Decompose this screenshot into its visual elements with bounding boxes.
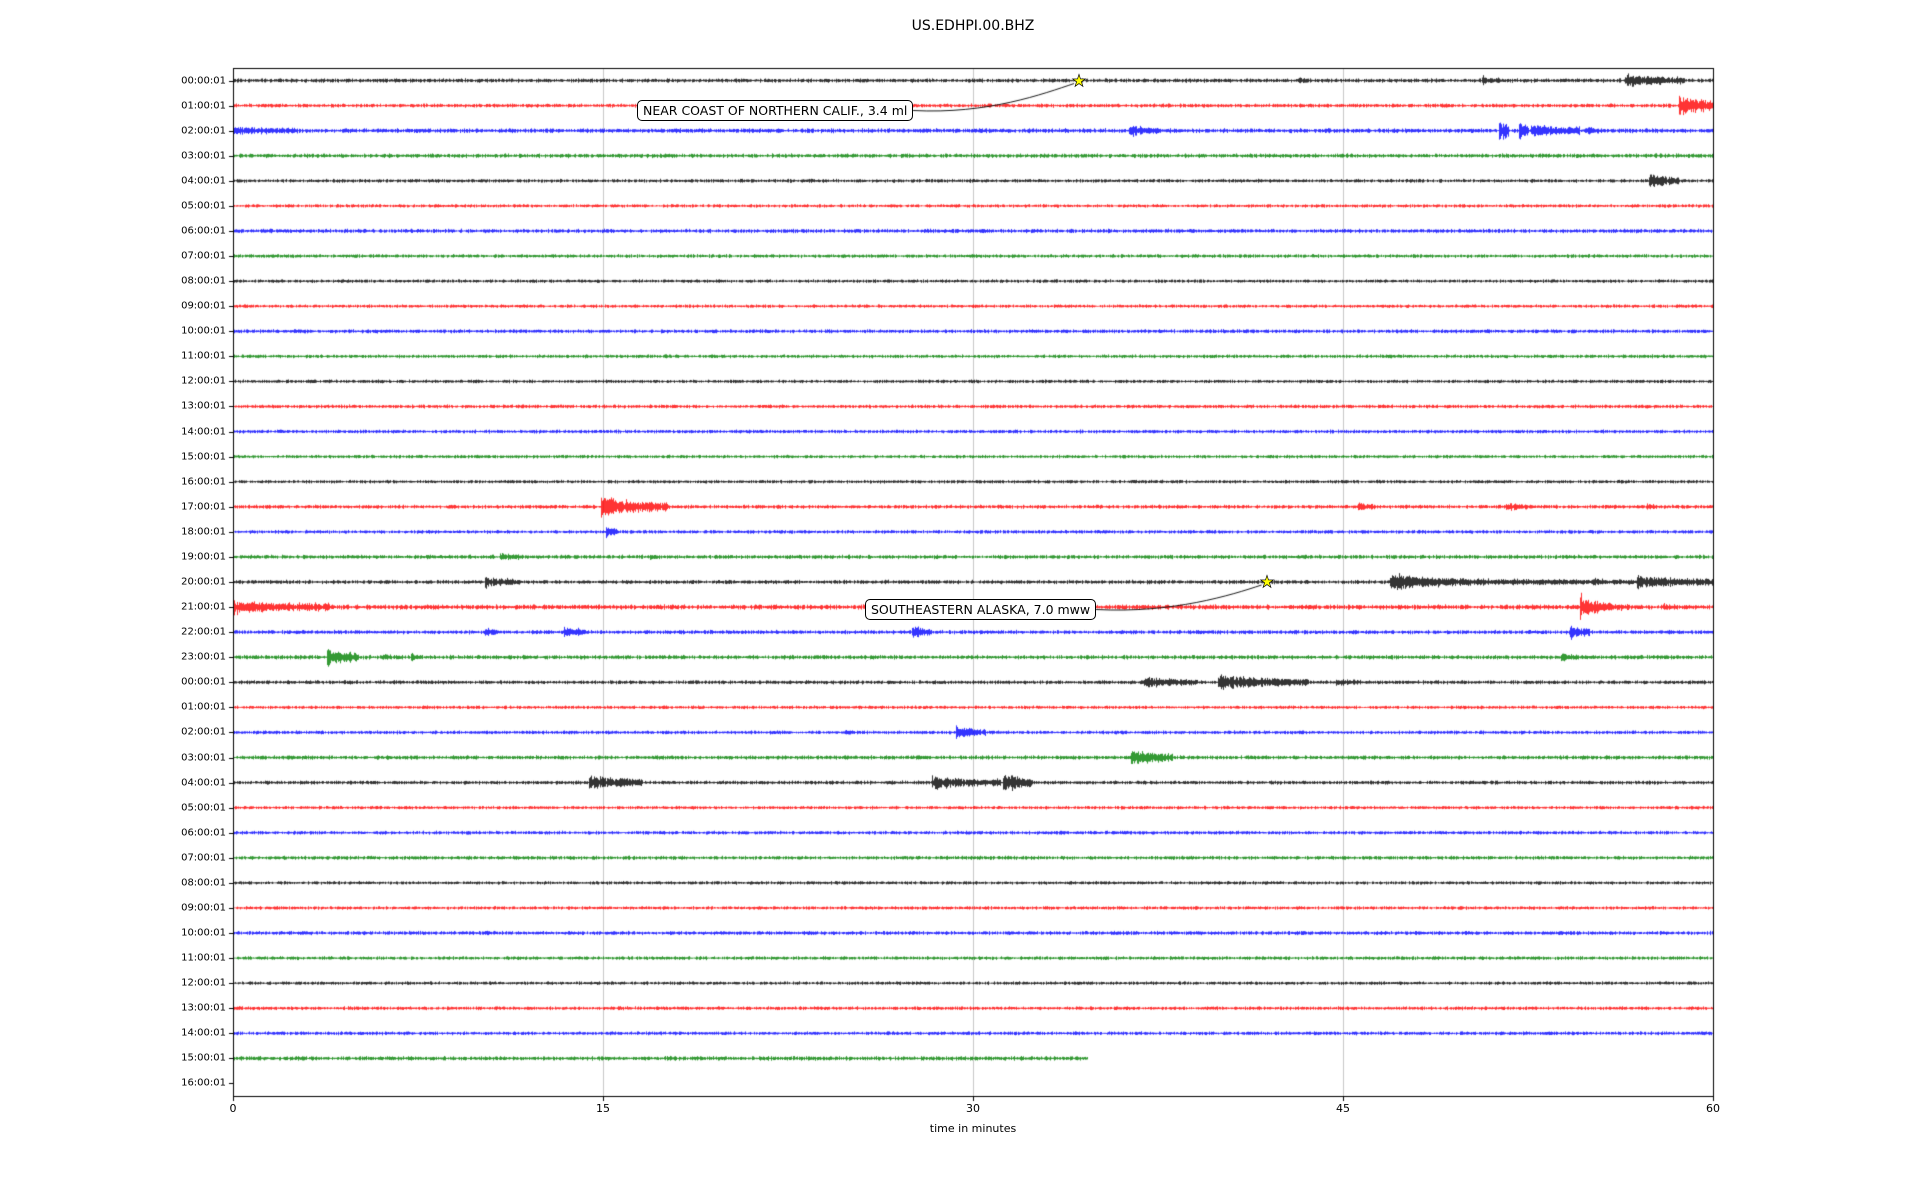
y-tick-label: 06:00:01 bbox=[181, 827, 226, 839]
y-tick-label: 00:00:01 bbox=[181, 75, 226, 87]
y-tick-label: 15:00:01 bbox=[181, 1052, 226, 1064]
y-tick-label: 13:00:01 bbox=[181, 1002, 226, 1014]
y-tick-label: 20:00:01 bbox=[181, 576, 226, 588]
y-tick-label: 07:00:01 bbox=[181, 852, 226, 864]
y-tick-label: 10:00:01 bbox=[181, 325, 226, 337]
y-tick-label: 10:00:01 bbox=[181, 927, 226, 939]
y-tick-label: 07:00:01 bbox=[181, 250, 226, 262]
y-tick-label: 06:00:01 bbox=[181, 225, 226, 237]
y-tick-label: 02:00:01 bbox=[181, 726, 226, 738]
x-axis-label: time in minutes bbox=[929, 1122, 1017, 1135]
y-tick-label: 17:00:01 bbox=[181, 501, 226, 513]
y-tick-label: 01:00:01 bbox=[181, 100, 226, 112]
y-tick-label: 16:00:01 bbox=[181, 476, 226, 488]
y-tick-label: 05:00:01 bbox=[181, 802, 226, 814]
y-tick-label: 01:00:01 bbox=[181, 701, 226, 713]
y-tick-label: 14:00:01 bbox=[181, 426, 226, 438]
x-tick-label: 45 bbox=[1336, 1102, 1350, 1115]
y-tick-label: 16:00:01 bbox=[181, 1077, 226, 1089]
y-tick-label: 08:00:01 bbox=[181, 877, 226, 889]
y-tick-label: 03:00:01 bbox=[181, 752, 226, 763]
y-tick-label: 13:00:01 bbox=[181, 400, 226, 412]
y-tick-label: 02:00:01 bbox=[181, 125, 226, 137]
y-tick-label: 23:00:01 bbox=[181, 651, 226, 663]
x-tick-label: 0 bbox=[229, 1102, 237, 1115]
y-tick-label: 04:00:01 bbox=[181, 777, 226, 789]
plot-title: US.EDHPI.00.BHZ bbox=[911, 18, 1035, 34]
y-tick-label: 09:00:01 bbox=[181, 300, 226, 312]
y-tick-label: 19:00:01 bbox=[181, 551, 226, 563]
y-tick-label: 12:00:01 bbox=[181, 375, 226, 387]
y-tick-label: 22:00:01 bbox=[181, 626, 226, 638]
y-tick-label: 04:00:01 bbox=[181, 175, 226, 187]
x-tick-label: 30 bbox=[966, 1102, 980, 1115]
x-tick-label: 60 bbox=[1706, 1102, 1720, 1115]
y-tick-label: 11:00:01 bbox=[181, 952, 226, 964]
y-tick-label: 15:00:01 bbox=[181, 451, 226, 463]
y-tick-label: 00:00:01 bbox=[181, 676, 226, 688]
y-tick-label: 08:00:01 bbox=[181, 275, 226, 287]
y-tick-label: 11:00:01 bbox=[181, 350, 226, 362]
y-tick-label: 14:00:01 bbox=[181, 1027, 226, 1039]
y-tick-label: 21:00:01 bbox=[181, 601, 226, 613]
y-tick-label: 03:00:01 bbox=[181, 150, 226, 162]
y-tick-label: 09:00:01 bbox=[181, 902, 226, 914]
x-tick-label: 15 bbox=[596, 1102, 610, 1115]
y-tick-label: 05:00:01 bbox=[181, 200, 226, 212]
y-tick-label: 18:00:01 bbox=[181, 526, 226, 538]
y-tick-label: 12:00:01 bbox=[181, 977, 226, 989]
